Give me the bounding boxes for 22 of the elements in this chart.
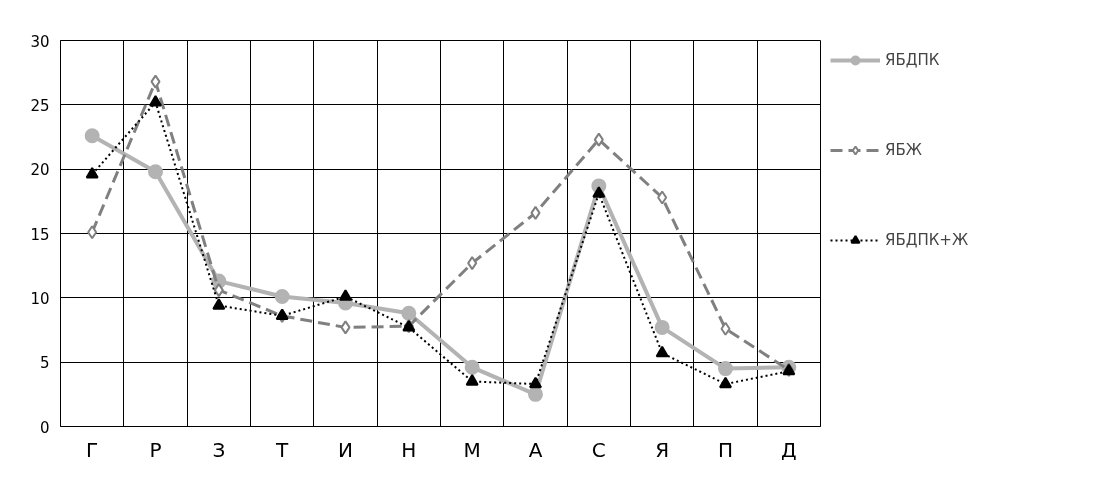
y-tick-label: 0 (39, 418, 50, 437)
x-tick-label: П (717, 437, 734, 462)
y-tick-label: 25 (30, 96, 50, 115)
y-tick-label: 5 (39, 354, 50, 373)
x-tick-label: А (528, 437, 543, 462)
legend-label: ЯБДПК (885, 51, 941, 69)
x-tick-label: М (463, 437, 481, 462)
x-tick-label: Г (86, 437, 99, 462)
y-tick-label: 20 (30, 161, 50, 180)
x-tick-label: С (591, 437, 606, 462)
x-tick-label: Я (655, 437, 670, 462)
x-tick-label: З (212, 437, 226, 462)
y-tick-label: 15 (30, 225, 50, 244)
x-tick-label: Н (401, 437, 417, 462)
x-tick-label: Т (275, 437, 290, 462)
x-tick-label: И (338, 437, 353, 462)
x-tick-label: Р (149, 437, 162, 462)
x-tick-label: Д (781, 437, 797, 462)
y-tick-label: 10 (30, 289, 50, 308)
legend-label: ЯБЖ (885, 141, 923, 159)
y-tick-label: 30 (30, 32, 50, 51)
legend-label: ЯБДПК+Ж (885, 231, 970, 249)
